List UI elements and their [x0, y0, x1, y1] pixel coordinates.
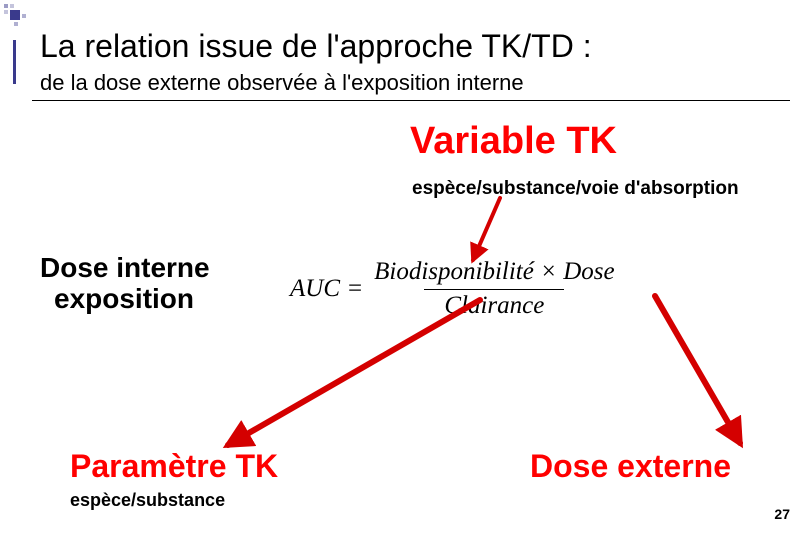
- corner-decoration: [0, 0, 30, 30]
- side-accent-line: [13, 40, 16, 84]
- dose-interne-line1: Dose interne: [40, 253, 210, 284]
- arrow: [655, 296, 740, 443]
- variable-tk-label: Variable TK: [410, 120, 617, 163]
- auc-formula: AUC = Biodisponibilité × Dose Clairance: [290, 258, 619, 321]
- slide-title: La relation issue de l'approche TK/TD :: [40, 28, 592, 65]
- dose-externe-label: Dose externe: [530, 448, 731, 485]
- slide-subtitle: de la dose externe observée à l'expositi…: [40, 70, 524, 96]
- formula-fraction: Biodisponibilité × Dose Clairance: [370, 258, 618, 321]
- formula-lhs: AUC: [290, 275, 340, 303]
- formula-denominator: Clairance: [424, 289, 564, 321]
- dose-interne-line2: exposition: [40, 284, 210, 315]
- formula-eq: =: [348, 275, 362, 303]
- formula-numerator: Biodisponibilité × Dose: [370, 258, 618, 289]
- parametre-tk-label: Paramètre TK: [70, 448, 278, 485]
- arrow: [473, 198, 500, 260]
- dose-interne-label: Dose interne exposition: [40, 253, 210, 315]
- arrow: [228, 300, 480, 445]
- title-divider: [32, 100, 790, 101]
- absorption-note: espèce/substance/voie d'absorption: [412, 178, 739, 200]
- espece-substance-note: espèce/substance: [70, 490, 225, 511]
- page-number: 27: [774, 506, 790, 522]
